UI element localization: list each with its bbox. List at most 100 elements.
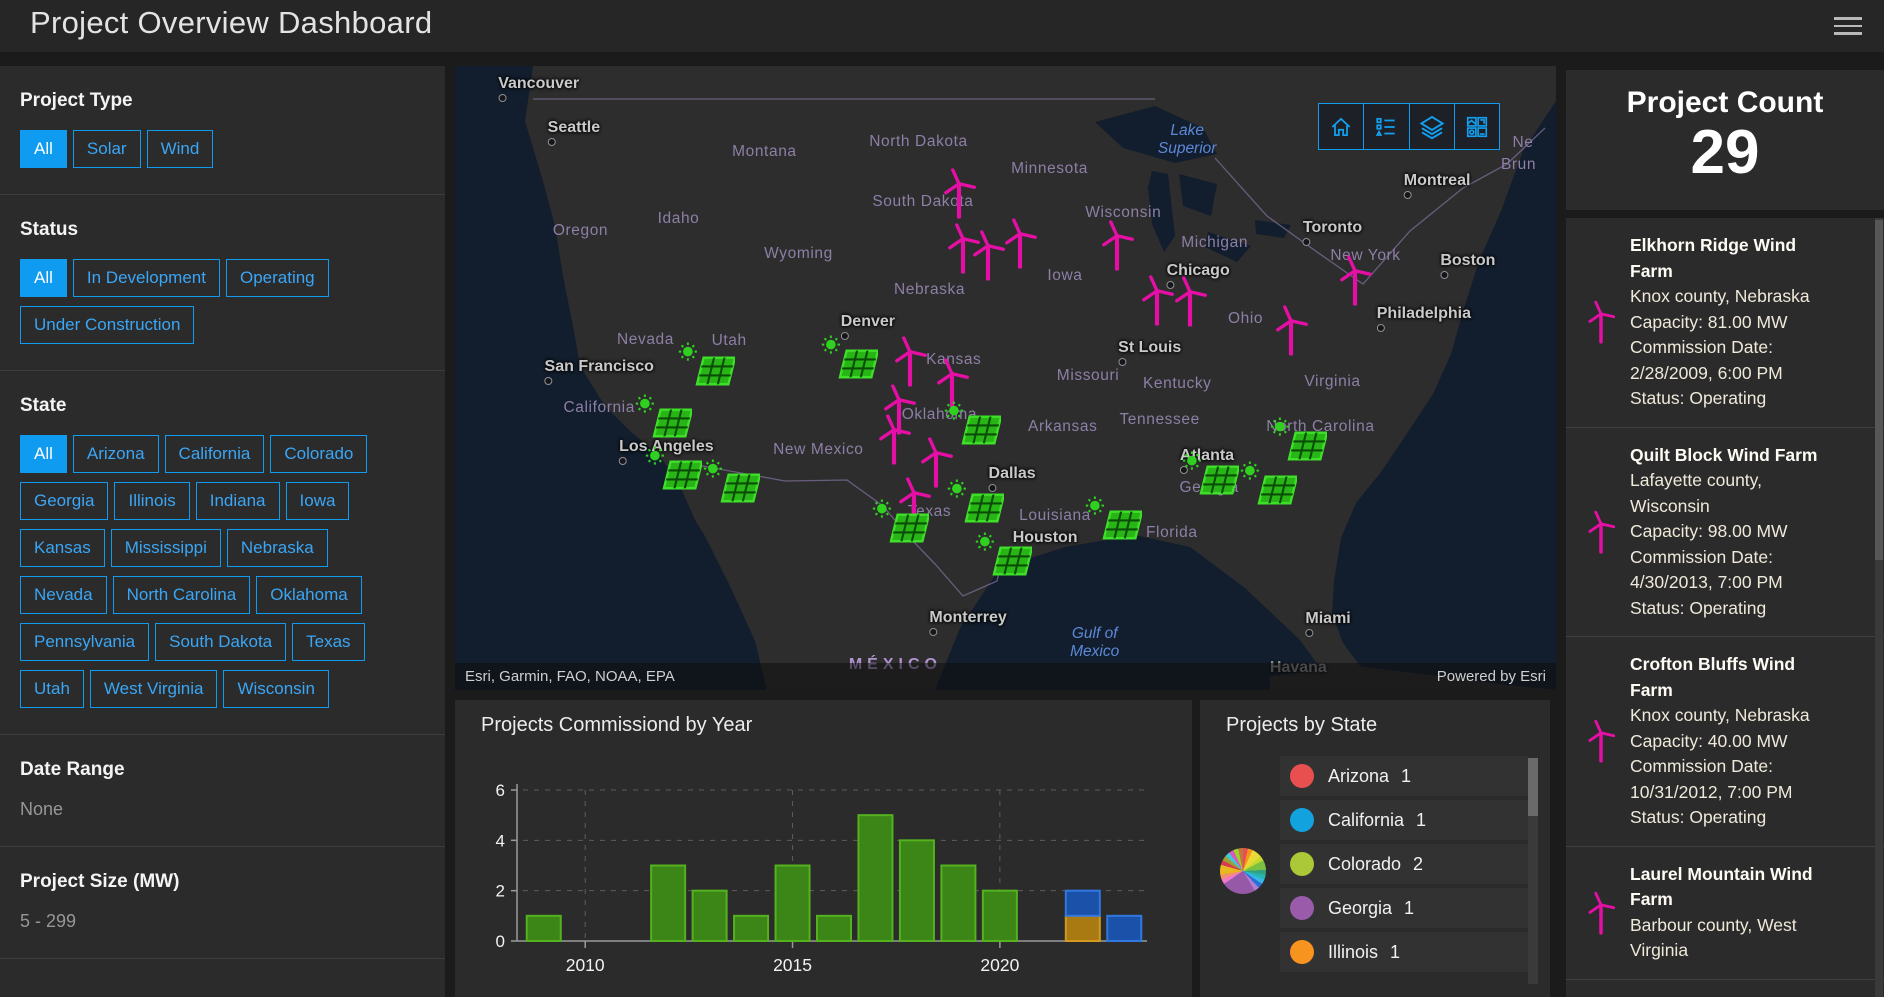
filter-state-north-carolina[interactable]: North Carolina xyxy=(112,576,251,614)
project-status: Status: Operating xyxy=(1630,807,1767,827)
legend-icon[interactable] xyxy=(1364,104,1410,149)
filter-state-texas[interactable]: Texas xyxy=(292,623,365,661)
solar-panel-marker[interactable] xyxy=(1181,450,1241,500)
filter-state-indiana[interactable]: Indiana xyxy=(195,482,280,520)
y-tick-2: 2 xyxy=(496,882,505,901)
project-list-item[interactable]: Quilt Block Wind Farm Lafayette county, W… xyxy=(1566,428,1884,637)
filter-status-operating[interactable]: Operating xyxy=(225,259,329,297)
filter-state-iowa[interactable]: Iowa xyxy=(285,482,350,520)
filter-state-colorado[interactable]: Colorado xyxy=(270,435,368,473)
filter-project_type-wind[interactable]: Wind xyxy=(146,130,214,168)
filter-state-california[interactable]: California xyxy=(164,435,265,473)
filter-state-nebraska[interactable]: Nebraska xyxy=(226,529,328,567)
wind-turbine-marker[interactable] xyxy=(1274,305,1308,357)
solar-panel-marker[interactable] xyxy=(1084,495,1144,545)
legend-scrollbar[interactable] xyxy=(1528,758,1538,984)
filter-state-utah[interactable]: Utah xyxy=(20,670,84,708)
wind-turbine-marker[interactable] xyxy=(935,358,969,410)
bar-2018-green[interactable] xyxy=(898,839,935,942)
solar-panel-marker[interactable] xyxy=(820,334,880,384)
solar-panel-marker[interactable] xyxy=(946,478,1006,528)
filter-status-all[interactable]: All xyxy=(20,259,67,297)
legend-label: California xyxy=(1328,809,1405,830)
solar-panel-marker[interactable] xyxy=(634,392,694,442)
project-name: Quilt Block Wind Farm xyxy=(1630,444,1818,465)
filter-project_type-solar[interactable]: Solar xyxy=(72,130,141,168)
bar-2022-orange[interactable] xyxy=(1064,914,1101,942)
lake-huron xyxy=(1179,174,1217,216)
project-location: Knox county, Nebraska xyxy=(1630,286,1810,306)
bar-2022-blue[interactable] xyxy=(1064,889,1101,917)
wind-turbine-marker[interactable] xyxy=(919,436,954,488)
legend-row-california[interactable]: California 1 xyxy=(1280,800,1528,840)
wind-turbine-marker[interactable] xyxy=(893,336,927,388)
solar-panel-marker[interactable] xyxy=(871,498,931,548)
map[interactable]: Vancouver Seattle Montana North Dakota Minne… xyxy=(455,66,1556,690)
lake-ontario xyxy=(1255,220,1291,238)
bar-2023-blue[interactable] xyxy=(1106,914,1143,942)
bar-2009-green[interactable] xyxy=(525,914,562,942)
layers-icon[interactable] xyxy=(1410,104,1455,149)
filter-state-pennsylvania[interactable]: Pennsylvania xyxy=(20,623,150,661)
wind-turbine-marker[interactable] xyxy=(942,168,977,219)
page-title: Project Overview Dashboard xyxy=(30,5,433,40)
filter-state-west-virginia[interactable]: West Virginia xyxy=(89,670,218,708)
list-scrollbar[interactable] xyxy=(1875,218,1883,997)
filter-state-georgia[interactable]: Georgia xyxy=(20,482,109,520)
project-type-label: Project Type xyxy=(20,90,133,111)
legend-row-illinois[interactable]: Illinois 1 xyxy=(1280,932,1528,972)
solar-panel-marker[interactable] xyxy=(974,530,1034,580)
filter-state-oklahoma[interactable]: Oklahoma xyxy=(256,576,362,614)
solar-panel-marker[interactable] xyxy=(702,457,762,507)
wind-turbine-marker[interactable] xyxy=(1003,217,1037,269)
filter-state-wisconsin[interactable]: Wisconsin xyxy=(223,670,329,708)
filter-state-arizona[interactable]: Arizona xyxy=(72,435,159,473)
project-list-item[interactable]: Laurel Mountain Wind Farm Barbour county,… xyxy=(1566,847,1884,980)
solar-panel-marker[interactable] xyxy=(1239,460,1299,510)
wind-turbine-marker[interactable] xyxy=(1173,275,1208,327)
filter-state-south-dakota[interactable]: South Dakota xyxy=(155,623,287,661)
filter-status-under-construction[interactable]: Under Construction xyxy=(20,306,195,344)
basemap-icon[interactable] xyxy=(1455,104,1499,149)
filter-status-in-development[interactable]: In Development xyxy=(72,259,220,297)
list-scrollbar-thumb[interactable] xyxy=(1875,220,1883,560)
legend-row-georgia[interactable]: Georgia 1 xyxy=(1280,888,1528,928)
wind-turbine-marker[interactable] xyxy=(971,230,1005,282)
wind-turbine-marker[interactable] xyxy=(946,222,980,274)
status-buttons: All In Development Operating Under Construc… xyxy=(20,259,388,344)
bar-2013-green[interactable] xyxy=(691,889,728,943)
wind-turbine-marker[interactable] xyxy=(1100,220,1134,272)
solar-panel-marker[interactable] xyxy=(943,400,1003,450)
solar-panel-marker[interactable] xyxy=(1269,415,1329,465)
wind-turbine-marker[interactable] xyxy=(1140,275,1175,327)
legend-row-colorado[interactable]: Colorado 2 xyxy=(1280,844,1528,884)
filter-state-nevada[interactable]: Nevada xyxy=(20,576,107,614)
wind-turbine-marker[interactable] xyxy=(1338,255,1372,307)
filter-project_type-all[interactable]: All xyxy=(20,130,67,168)
solar-panel-marker[interactable] xyxy=(644,445,704,495)
project-location: Barbour county, West Virginia xyxy=(1630,914,1797,961)
project-list-item[interactable]: Crofton Bluffs Wind Farm Knox county, Neb… xyxy=(1566,637,1884,847)
pie-chart[interactable] xyxy=(1220,848,1266,894)
project-list-item[interactable]: Elkhorn Ridge Wind Farm Knox county, Nebr… xyxy=(1566,218,1884,428)
bar-2020-green[interactable] xyxy=(981,889,1018,943)
date-range-value: None xyxy=(20,799,64,819)
bar-2012-green[interactable] xyxy=(650,864,687,942)
legend-scrollbar-thumb[interactable] xyxy=(1528,758,1538,816)
filter-state-mississippi[interactable]: Mississippi xyxy=(110,529,221,567)
filter-state-illinois[interactable]: Illinois xyxy=(114,482,190,520)
bar-2016-green[interactable] xyxy=(816,914,852,942)
bar-2017-green[interactable] xyxy=(857,814,894,942)
hamburger-menu-icon[interactable] xyxy=(1834,17,1862,36)
filter-state-all[interactable]: All xyxy=(20,435,67,473)
bar-2014-green[interactable] xyxy=(733,914,770,942)
wind-turbine-marker[interactable] xyxy=(882,383,916,435)
bar-2015-green[interactable] xyxy=(774,864,811,942)
filter-state-kansas[interactable]: Kansas xyxy=(20,529,105,567)
solar-panel-marker[interactable] xyxy=(677,341,737,391)
bar-2019-green[interactable] xyxy=(940,864,977,942)
project-size-label: Project Size (MW) xyxy=(20,871,180,892)
wind-turbine-marker[interactable] xyxy=(877,414,912,466)
home-icon[interactable] xyxy=(1319,104,1365,149)
legend-row-arizona[interactable]: Arizona 1 xyxy=(1280,756,1528,796)
